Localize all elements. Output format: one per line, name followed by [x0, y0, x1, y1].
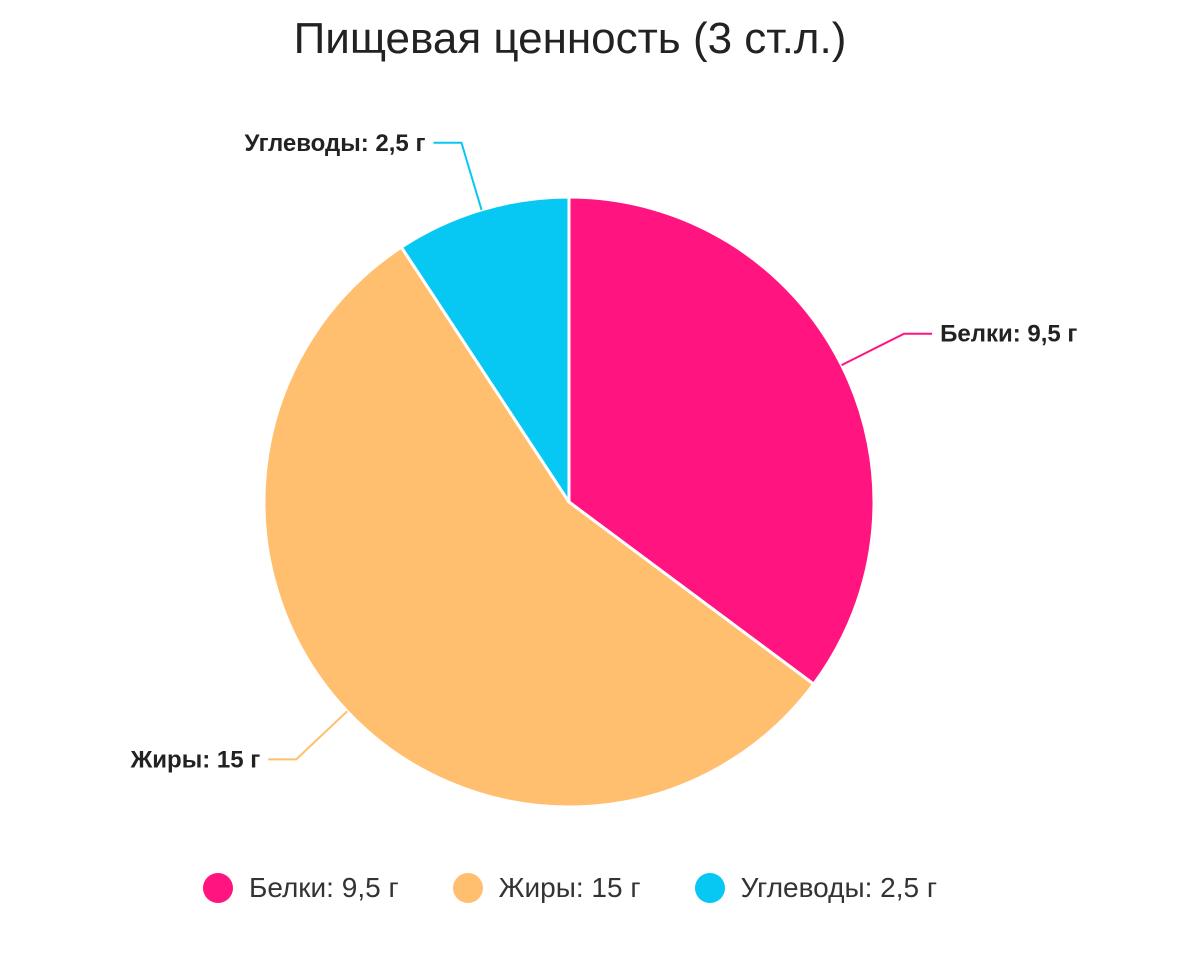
leader-line-belki	[841, 332, 933, 367]
legend-item-belki[interactable]: Белки: 9,5 г	[202, 872, 399, 904]
legend-label-zhiry: Жиры: 15 г	[498, 872, 641, 903]
slice-label-uglevody: Углеводы: 2,5 г	[245, 130, 426, 157]
legend-swatch-zhiry	[452, 873, 483, 903]
legend-label-belki: Белки: 9,5 г	[248, 872, 399, 903]
pie-slice-uglevody[interactable]	[399, 195, 571, 504]
legend-swatch-belki	[202, 873, 233, 903]
chart-title: Пищевая ценность (3 ст.л.)	[293, 14, 847, 63]
legend-label-uglevody: Углеводы: 2,5 г	[740, 872, 938, 903]
legend-swatch-uglevody	[694, 873, 725, 903]
legend-item-zhiry[interactable]: Жиры: 15 г	[452, 872, 641, 904]
leader-line-zhiry	[268, 710, 348, 761]
legend: Белки: 9,5 г Жиры: 15 г Углеводы: 2,5 г	[0, 872, 1140, 904]
slice-label-belki: Белки: 9,5 г	[940, 321, 1077, 348]
leader-line-uglevody	[433, 141, 483, 211]
legend-item-uglevody[interactable]: Углеводы: 2,5 г	[694, 872, 938, 904]
pie-chart: Белки: 9,5 г Жиры: 15 г Углеводы: 2,5 г	[130, 130, 1077, 809]
slice-label-zhiry: Жиры: 15 г	[130, 746, 261, 773]
pie-slice-belki[interactable]	[567, 195, 876, 686]
